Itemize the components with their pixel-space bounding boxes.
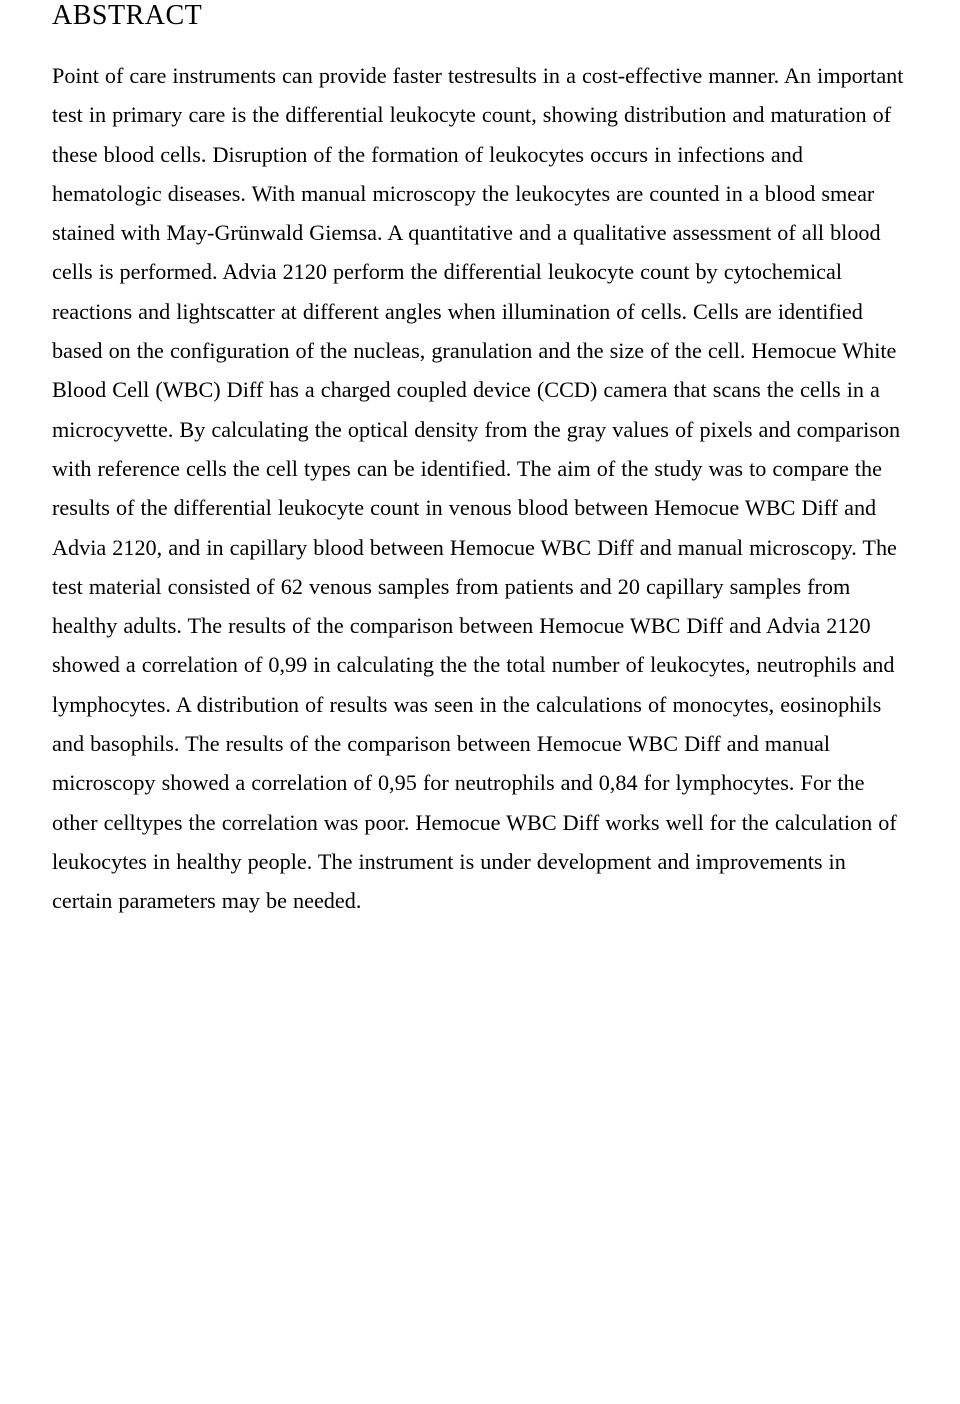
abstract-body: Point of care instruments can provide fa…: [52, 56, 908, 921]
document-page: ABSTRACT Point of care instruments can p…: [0, 0, 960, 941]
abstract-heading: ABSTRACT: [52, 0, 908, 32]
